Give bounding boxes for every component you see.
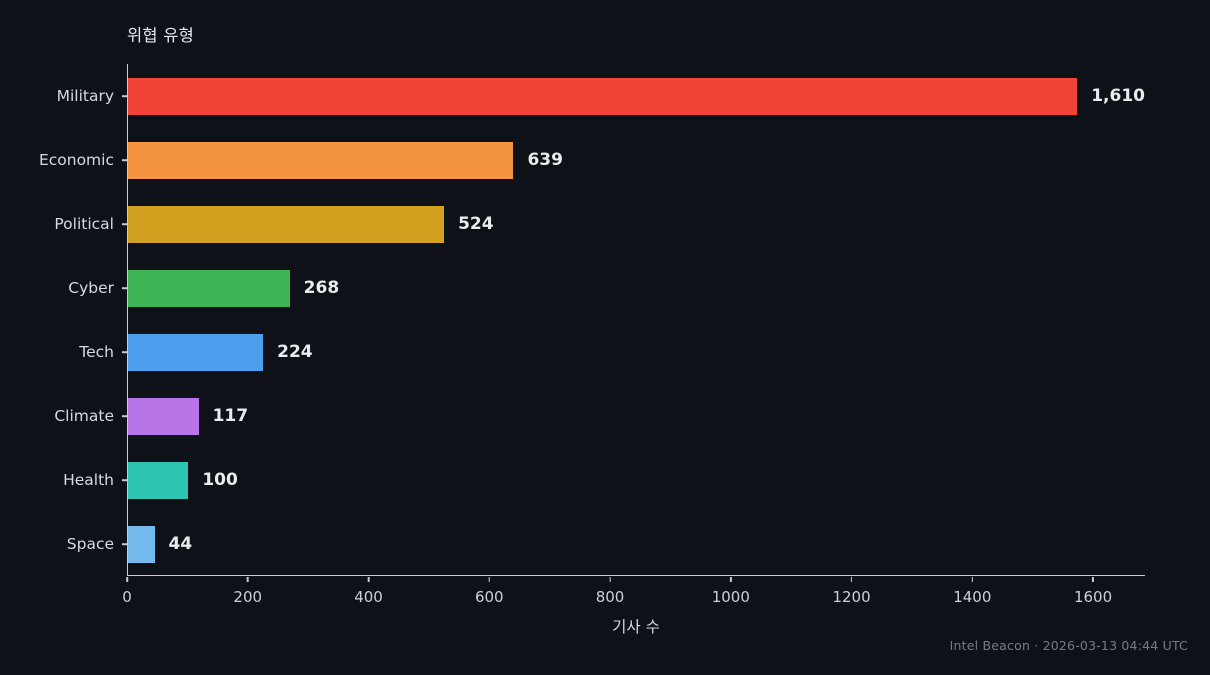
y-tick-mark [122, 543, 127, 545]
x-tick-mark [850, 577, 853, 582]
bar-value-label: 639 [527, 150, 563, 170]
x-tick-label: 1000 [711, 588, 750, 606]
y-tick-mark [122, 479, 127, 481]
x-axis-label: 기사 수 [612, 618, 660, 636]
y-label-climate: Climate [0, 384, 127, 448]
y-label-health: Health [0, 448, 127, 512]
y-label-text: Cyber [68, 279, 114, 297]
x-tick-label: 400 [354, 588, 383, 606]
x-tick-label: 200 [233, 588, 263, 606]
bar-row-military: 1,610 [128, 64, 1145, 128]
x-tick-mark [971, 577, 974, 582]
y-tick-mark [122, 287, 127, 289]
y-tick-mark [122, 95, 127, 97]
x-tick-1400: 1400 [953, 577, 991, 606]
y-label-text: Political [54, 215, 114, 233]
x-tick-label: 1200 [832, 588, 871, 606]
x-tick-label: 600 [474, 588, 504, 606]
x-tick-200: 200 [233, 577, 262, 606]
x-tick-mark [367, 577, 370, 582]
bar-row-political: 524 [128, 192, 1145, 256]
y-tick-mark [122, 159, 127, 161]
bar-cyber [128, 269, 290, 307]
y-label-economic: Economic [0, 128, 127, 192]
y-label-text: Tech [79, 343, 114, 361]
y-label-text: Economic [38, 151, 114, 169]
y-label-political: Political [0, 192, 127, 256]
y-label-text: Climate [54, 407, 114, 425]
y-tick-mark [122, 351, 127, 353]
bar-value-label: 524 [458, 214, 494, 234]
x-tick-label: 0 [122, 588, 132, 606]
y-tick-mark [122, 415, 127, 417]
y-label-text: Space [66, 535, 114, 553]
y-axis-labels: Military Economic Political Cyber Tech Climat… [0, 64, 127, 576]
x-tick-mark [488, 577, 491, 582]
bar-health [128, 461, 189, 499]
plot-area: 1,610 639 524 268 224 117 100 44 [127, 64, 1145, 576]
x-tick-label: 1600 [1073, 588, 1113, 606]
x-tick-mark [126, 577, 128, 582]
bar-military [128, 77, 1078, 115]
x-tick-mark [729, 577, 732, 582]
bar-row-economic: 639 [128, 128, 1145, 192]
x-tick-mark [246, 577, 249, 582]
bar-value-label: 1,610 [1091, 86, 1145, 106]
bar-row-health: 100 [128, 448, 1145, 512]
y-label-text: Military [56, 87, 114, 105]
bar-climate [128, 397, 199, 435]
y-label-text: Health [63, 471, 114, 489]
bar-economic [128, 141, 514, 179]
x-tick-mark [609, 577, 611, 582]
bar-row-tech: 224 [128, 320, 1145, 384]
bar-value-label: 224 [277, 342, 313, 362]
bar-value-label: 117 [212, 406, 249, 426]
bar-tech [128, 333, 264, 371]
chart-title: 위협 유형 [127, 26, 194, 45]
bar-value-label: 100 [202, 470, 238, 490]
y-label-tech: Tech [0, 320, 127, 384]
bar-political [128, 205, 445, 243]
bar-value-label: 44 [168, 534, 193, 554]
y-label-space: Space [0, 512, 127, 576]
x-tick-label: 1400 [953, 588, 992, 606]
bar-space [128, 525, 155, 563]
bar-row-cyber: 268 [128, 256, 1145, 320]
x-tick-400: 400 [354, 577, 383, 606]
x-tick-1200: 1200 [832, 577, 871, 606]
bar-value-label: 268 [303, 278, 340, 298]
bar-row-space: 44 [128, 512, 1145, 576]
y-tick-mark [122, 223, 127, 225]
x-tick-1000: 1000 [712, 577, 750, 606]
y-label-cyber: Cyber [0, 256, 127, 320]
footer-credit: Intel Beacon · 2026-03-13 04:44 UTC [949, 638, 1188, 653]
x-tick-800: 800 [595, 577, 625, 606]
x-tick-1600: 1600 [1074, 577, 1112, 606]
x-tick-0: 0 [122, 577, 132, 606]
x-tick-600: 600 [475, 577, 504, 606]
y-label-military: Military [0, 64, 127, 128]
bar-row-climate: 117 [128, 384, 1145, 448]
x-tick-mark [1092, 577, 1094, 582]
x-tick-label: 800 [595, 588, 625, 606]
x-axis-ticks: 0 200 400 600 800 1000 1200 1400 1600 [122, 577, 1145, 617]
